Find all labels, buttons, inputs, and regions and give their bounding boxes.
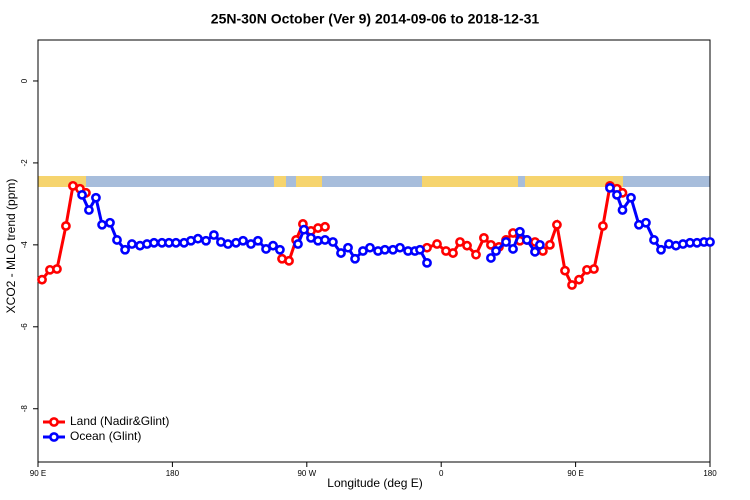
point	[471, 249, 481, 260]
legend-marker	[49, 417, 59, 427]
point	[97, 219, 107, 230]
y-tick-label: 0	[20, 78, 29, 83]
surface-strip	[38, 176, 710, 187]
legend-label: Land (Nadir&Glint)	[70, 414, 169, 428]
point	[589, 264, 599, 274]
point	[293, 239, 303, 249]
point	[462, 240, 472, 251]
point	[112, 235, 122, 245]
point	[705, 237, 715, 247]
plot-frame	[37, 39, 711, 463]
point	[193, 233, 203, 244]
point	[617, 205, 628, 215]
point	[501, 237, 511, 247]
point	[268, 240, 278, 251]
point	[605, 183, 615, 193]
point	[171, 237, 181, 248]
point	[365, 242, 375, 253]
point	[514, 226, 525, 237]
y-tick-label: -4	[20, 241, 29, 249]
point	[649, 235, 659, 245]
point	[343, 242, 353, 253]
point	[530, 246, 540, 257]
point	[275, 244, 285, 255]
point	[284, 255, 294, 266]
legend-label: Ocean (Glint)	[70, 429, 141, 443]
x-tick-label: 90 E	[567, 469, 583, 478]
point	[77, 189, 87, 200]
point	[91, 192, 101, 203]
x-axis-label: Longitude (deg E)	[327, 476, 422, 490]
point	[127, 239, 137, 249]
x-tick-label: 90 W	[297, 469, 316, 478]
point	[52, 264, 62, 274]
point	[598, 221, 608, 231]
point	[380, 244, 390, 255]
point	[552, 219, 562, 230]
y-axis-label: XCO2 - MLO trend (ppm)	[4, 179, 18, 314]
point	[209, 230, 219, 240]
point	[238, 235, 248, 246]
x-tick-label: 180	[166, 469, 180, 478]
point	[201, 235, 211, 246]
point	[522, 235, 532, 245]
point	[535, 239, 545, 250]
point	[350, 253, 360, 264]
series-line	[40, 183, 624, 288]
point	[479, 232, 489, 243]
point	[486, 239, 496, 250]
point	[612, 189, 622, 200]
point	[508, 244, 518, 254]
point	[455, 237, 465, 247]
point	[656, 244, 666, 255]
x-tick-label: 90 E	[30, 469, 46, 478]
point	[253, 235, 263, 246]
point	[415, 244, 425, 255]
point	[395, 242, 405, 253]
x-tick-label: 0	[439, 469, 444, 478]
point	[574, 274, 584, 285]
y-tick-label: -6	[20, 323, 29, 331]
legend-marker	[49, 432, 59, 442]
point	[320, 221, 330, 232]
point	[560, 265, 570, 276]
point	[105, 217, 115, 228]
point	[448, 248, 458, 258]
chart-title: 25N-30N October (Ver 9) 2014-09-06 to 20…	[211, 11, 540, 27]
point	[545, 239, 555, 250]
point	[299, 224, 309, 235]
y-tick-label: -2	[20, 159, 29, 167]
point	[120, 244, 130, 255]
point	[486, 253, 496, 263]
x-tick-label: 180	[703, 469, 717, 478]
point	[626, 192, 636, 203]
point	[336, 248, 346, 258]
point	[491, 246, 501, 256]
point	[61, 221, 71, 231]
y-tick-label: -8	[20, 405, 29, 413]
point	[567, 280, 577, 290]
point	[320, 235, 330, 245]
point	[432, 239, 442, 249]
point	[84, 205, 94, 215]
point	[37, 274, 47, 285]
point	[641, 217, 651, 228]
point	[149, 237, 159, 248]
point	[328, 237, 338, 247]
point	[422, 257, 432, 268]
point	[223, 239, 233, 249]
